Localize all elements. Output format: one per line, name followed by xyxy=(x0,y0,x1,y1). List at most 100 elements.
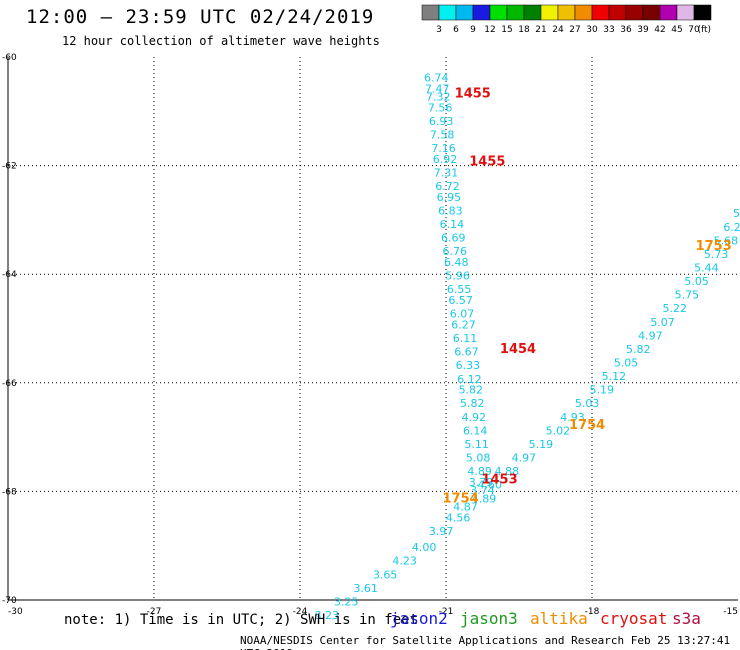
swh-value-label: 5.22 xyxy=(662,302,687,315)
swh-value-label: 4.60 xyxy=(478,479,503,492)
color-bar-label: 15 xyxy=(501,25,512,35)
color-bar-label: 36 xyxy=(620,25,632,35)
x-tick-label: -21 xyxy=(439,607,454,617)
legend-altika: altika xyxy=(530,609,588,628)
legend-jason3: jason3 xyxy=(460,609,518,628)
x-tick-label: -27 xyxy=(147,607,162,617)
pass-time-label: 1454 xyxy=(500,342,536,357)
swh-value-label: 4.97 xyxy=(512,452,537,465)
swh-value-label: 5.73 xyxy=(704,248,729,261)
color-bar-swatch xyxy=(489,4,508,21)
color-bar-label: 30 xyxy=(586,25,598,35)
swh-value-label: 3.61 xyxy=(353,582,378,595)
swh-value-label: 5.92 xyxy=(733,207,740,220)
legend-jason2: jason2 xyxy=(390,609,448,628)
swh-value-label: 5.19 xyxy=(589,384,614,397)
color-bar-swatch xyxy=(625,4,644,21)
swh-value-label: 6.07 xyxy=(450,308,475,321)
swh-value-label: 7.16 xyxy=(431,142,456,155)
swh-value-label: 6.74 xyxy=(424,71,449,84)
axis: -30 -27 -24 -21 -18 -15 -60 -62 -64 -66 -68 -70 xyxy=(2,53,738,617)
swh-value-label: 3.74 xyxy=(470,484,495,497)
swh-value-label: 4.92 xyxy=(461,411,486,424)
color-bar-swatch xyxy=(608,4,627,21)
swh-value-label: 5.82 xyxy=(459,384,484,397)
swh-value-label: 4.89 xyxy=(472,492,497,505)
color-bar-swatch xyxy=(591,4,610,21)
color-bar-swatch xyxy=(540,4,559,21)
swh-value-label: 6.57 xyxy=(448,294,473,307)
swh-value-label: 6.93 xyxy=(429,115,454,128)
swh-value-label: 5.05 xyxy=(614,357,639,370)
color-bar-swatch xyxy=(455,4,474,21)
swh-value-label: 4.88 xyxy=(495,465,520,478)
color-bar-swatch xyxy=(472,4,491,21)
swh-value-label: 5.82 xyxy=(460,397,485,410)
swh-value-label: 6.27 xyxy=(451,319,476,332)
swh-value-label: 5.82 xyxy=(626,343,651,356)
swh-value-label: 6.11 xyxy=(453,332,478,345)
swh-value-label: 5.75 xyxy=(675,289,700,302)
swh-value-label: 4.00 xyxy=(412,541,437,554)
swh-value-label: 6.55 xyxy=(447,283,472,296)
x-tick-label: -15 xyxy=(723,607,738,617)
swh-value-label: 7.31 xyxy=(434,166,459,179)
color-bar-label: 21 xyxy=(535,25,546,35)
chart-title: 12:00 – 23:59 UTC 02/24/2019 xyxy=(26,6,375,28)
color-bar-label: 33 xyxy=(603,25,614,35)
swh-value-label: 3.79 xyxy=(469,476,494,489)
swh-value-label: 6.83 xyxy=(438,204,463,217)
swh-value-label: 5.68 xyxy=(714,234,739,247)
swh-value-label: 6.69 xyxy=(441,232,466,245)
swh-value-label: 6.14 xyxy=(440,218,465,231)
swh-value-label: 4.23 xyxy=(392,555,417,568)
swh-value-label: 7.32 xyxy=(426,90,451,103)
color-bar-label: 3 xyxy=(436,25,442,35)
color-bar-label: 24 xyxy=(552,25,564,35)
pass-time-label: 1754 xyxy=(443,491,479,506)
swh-value-label: 4.93 xyxy=(560,411,585,424)
swh-value-label: 5.19 xyxy=(529,438,554,451)
swh-value-label: 6.12 xyxy=(457,373,482,386)
swh-value-label: 3.65 xyxy=(373,568,398,581)
swh-value-label: 4.56 xyxy=(446,511,471,524)
swh-value-label: 6.21 xyxy=(723,221,740,234)
pass-time-label: 1453 xyxy=(481,472,517,487)
color-bar-label: 39 xyxy=(637,25,649,35)
y-tick-label: -62 xyxy=(2,162,17,172)
y-tick-label: -64 xyxy=(2,270,17,280)
footer-credit: NOAA/NESDIS Center for Satellite Applica… xyxy=(240,634,731,650)
color-bar-swatch xyxy=(693,4,712,21)
y-tick-label: -70 xyxy=(2,596,17,606)
swh-value-label: 7.47 xyxy=(425,82,450,95)
swh-value-label: 5.12 xyxy=(602,370,627,383)
legend-cryosat: cryosat xyxy=(600,609,668,628)
color-bar-swatch xyxy=(659,4,678,21)
swh-value-label: 3.25 xyxy=(334,595,359,608)
swh-value-label: 4.89 xyxy=(467,465,492,478)
color-bar-label: 18 xyxy=(518,25,530,35)
swh-value-label: 6.14 xyxy=(463,424,488,437)
note-text: note: 1) Time is in UTC; 2) SWH is in fe… xyxy=(64,612,419,628)
pass-time-label: 1455 xyxy=(469,155,505,170)
color-bar: 3 6 9 12 15 18 21 24 27 30 33 36 39 42 45 70(ft) xyxy=(421,4,712,35)
color-bar-unit: (ft) xyxy=(697,25,711,35)
color-bar-swatch xyxy=(574,4,593,21)
swh-value-label: 4.97 xyxy=(638,329,663,342)
color-bar-label: 27 xyxy=(569,25,580,35)
swh-value-label: 6.95 xyxy=(437,191,462,204)
color-bar-swatch xyxy=(676,4,695,21)
grid xyxy=(8,57,738,600)
swh-value-label: 5.05 xyxy=(684,275,709,288)
swh-value-label: 5.02 xyxy=(546,424,571,437)
color-bar-swatch xyxy=(523,4,542,21)
swh-value-label: 5.96 xyxy=(445,270,470,283)
y-tick-label: -66 xyxy=(2,379,17,389)
swh-value-label: 5.03 xyxy=(575,397,600,410)
swh-value-label: 5.11 xyxy=(464,438,489,451)
color-bar-swatch xyxy=(438,4,457,21)
swh-value-label: 6.33 xyxy=(456,359,481,372)
swh-value-label: 3.23 xyxy=(315,609,340,622)
